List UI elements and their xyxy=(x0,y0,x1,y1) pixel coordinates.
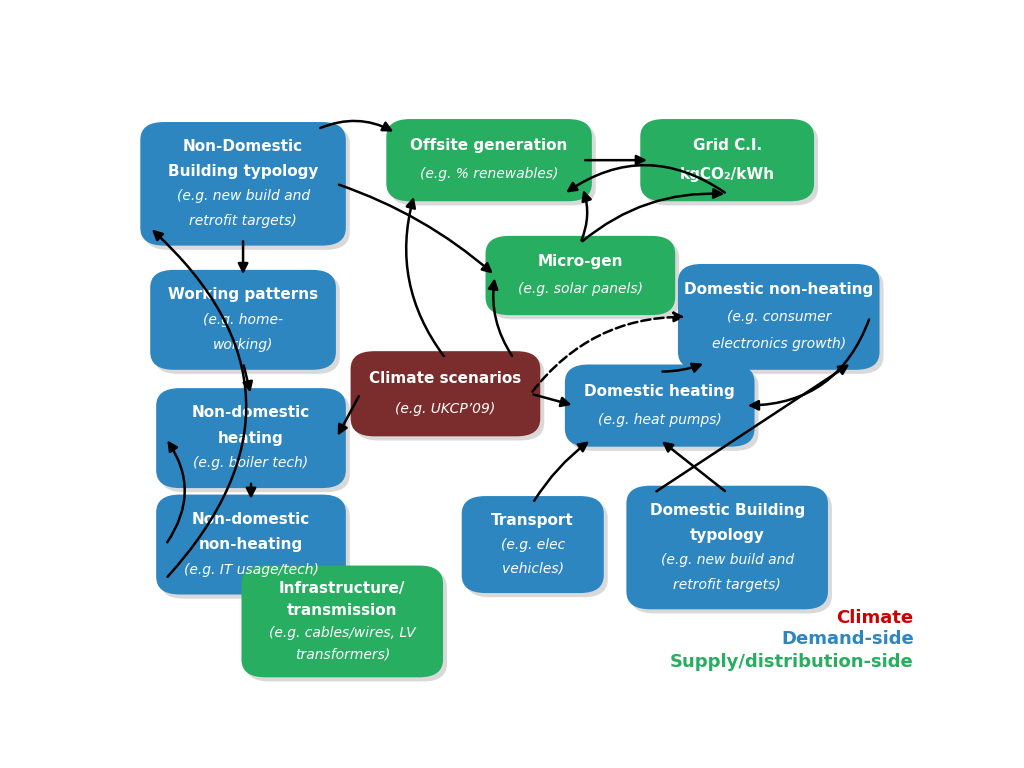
Text: Building typology: Building typology xyxy=(168,164,318,179)
Text: Domestic Building: Domestic Building xyxy=(649,503,805,518)
FancyBboxPatch shape xyxy=(157,495,346,594)
Text: (e.g. consumer: (e.g. consumer xyxy=(727,310,830,324)
Text: Working patterns: Working patterns xyxy=(168,287,318,302)
FancyBboxPatch shape xyxy=(485,236,675,315)
Text: retrofit targets): retrofit targets) xyxy=(189,214,297,228)
Text: (e.g. solar panels): (e.g. solar panels) xyxy=(518,282,643,296)
Text: Domestic heating: Domestic heating xyxy=(585,384,735,399)
Text: (e.g. heat pumps): (e.g. heat pumps) xyxy=(598,412,722,427)
FancyBboxPatch shape xyxy=(466,500,607,598)
Text: Non-domestic: Non-domestic xyxy=(191,511,310,527)
FancyBboxPatch shape xyxy=(644,123,818,205)
FancyBboxPatch shape xyxy=(155,274,340,374)
Text: vehicles): vehicles) xyxy=(502,562,564,576)
Text: working): working) xyxy=(213,338,273,352)
Text: heating: heating xyxy=(218,431,284,445)
FancyBboxPatch shape xyxy=(462,496,604,593)
Text: Infrastructure/: Infrastructure/ xyxy=(279,581,406,596)
Text: Non-domestic: Non-domestic xyxy=(191,406,310,420)
FancyBboxPatch shape xyxy=(144,126,350,250)
FancyBboxPatch shape xyxy=(569,369,759,451)
Text: typology: typology xyxy=(690,528,765,542)
FancyBboxPatch shape xyxy=(386,119,592,201)
FancyBboxPatch shape xyxy=(246,570,447,681)
FancyBboxPatch shape xyxy=(682,268,884,374)
Text: Transport: Transport xyxy=(492,513,574,528)
Text: Grid C.I.: Grid C.I. xyxy=(692,138,762,154)
Text: (e.g. home-: (e.g. home- xyxy=(203,313,283,327)
Text: Non-Domestic: Non-Domestic xyxy=(183,139,303,154)
Text: Demand-side: Demand-side xyxy=(781,630,913,648)
Text: retrofit targets): retrofit targets) xyxy=(674,578,781,592)
FancyBboxPatch shape xyxy=(640,119,814,201)
FancyBboxPatch shape xyxy=(157,388,346,488)
FancyBboxPatch shape xyxy=(390,123,596,205)
Text: Domestic non-heating: Domestic non-heating xyxy=(684,283,873,297)
FancyBboxPatch shape xyxy=(565,365,755,447)
Text: (e.g. cables/wires, LV: (e.g. cables/wires, LV xyxy=(269,625,416,640)
FancyBboxPatch shape xyxy=(631,490,831,614)
Text: non-heating: non-heating xyxy=(199,537,303,552)
Text: (e.g. new build and: (e.g. new build and xyxy=(660,553,794,567)
Text: transmission: transmission xyxy=(287,603,397,617)
Text: (e.g. elec: (e.g. elec xyxy=(501,538,565,551)
FancyBboxPatch shape xyxy=(678,264,880,370)
Text: Climate: Climate xyxy=(837,609,913,627)
FancyBboxPatch shape xyxy=(160,392,350,492)
Text: kgCO₂/kWh: kgCO₂/kWh xyxy=(680,167,775,182)
Text: Supply/distribution-side: Supply/distribution-side xyxy=(670,653,913,670)
Text: (e.g. IT usage/tech): (e.g. IT usage/tech) xyxy=(183,563,318,577)
Text: Offsite generation: Offsite generation xyxy=(411,138,567,154)
Text: electronics growth): electronics growth) xyxy=(712,337,846,351)
Text: (e.g. UKCP’09): (e.g. UKCP’09) xyxy=(395,402,496,415)
FancyBboxPatch shape xyxy=(160,498,350,599)
FancyBboxPatch shape xyxy=(140,122,346,246)
Text: transformers): transformers) xyxy=(295,647,390,662)
FancyBboxPatch shape xyxy=(627,485,828,609)
FancyBboxPatch shape xyxy=(350,351,541,436)
Text: (e.g. new build and: (e.g. new build and xyxy=(176,189,309,204)
Text: (e.g. boiler tech): (e.g. boiler tech) xyxy=(194,456,308,470)
Text: Climate scenarios: Climate scenarios xyxy=(370,372,521,386)
FancyBboxPatch shape xyxy=(151,270,336,370)
Text: Micro-gen: Micro-gen xyxy=(538,254,623,270)
FancyBboxPatch shape xyxy=(354,356,544,441)
FancyBboxPatch shape xyxy=(489,240,679,319)
Text: (e.g. % renewables): (e.g. % renewables) xyxy=(420,167,558,181)
FancyBboxPatch shape xyxy=(242,565,443,677)
